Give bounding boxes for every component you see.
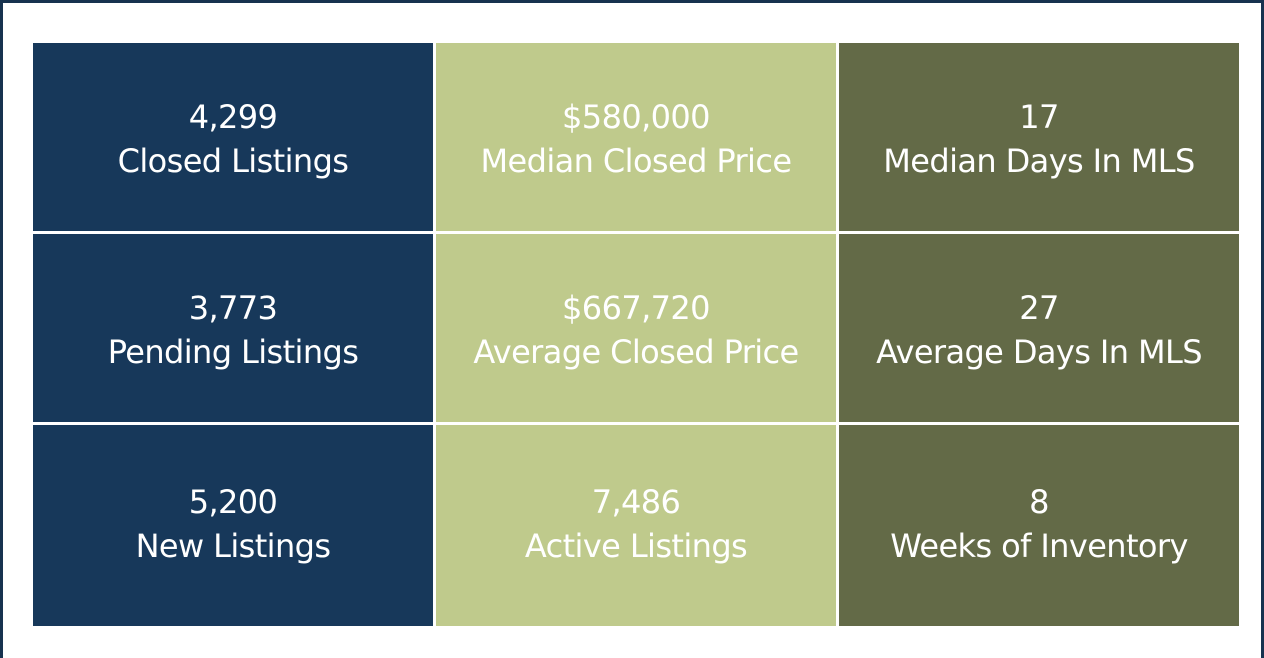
weeks-of-inventory-label: Weeks of Inventory bbox=[890, 527, 1188, 565]
average-closed-price-label: Average Closed Price bbox=[473, 333, 799, 371]
pending-listings-tile: 3,773 Pending Listings bbox=[33, 234, 433, 422]
median-closed-price-label: Median Closed Price bbox=[480, 142, 792, 180]
active-listings-tile: 7,486 Active Listings bbox=[436, 425, 836, 626]
stats-grid: 4,299 Closed Listings $580,000 Median Cl… bbox=[33, 43, 1239, 627]
median-closed-price-value: $580,000 bbox=[562, 98, 710, 136]
weeks-of-inventory-value: 8 bbox=[1029, 483, 1049, 521]
active-listings-value: 7,486 bbox=[591, 483, 681, 521]
median-closed-price-tile: $580,000 Median Closed Price bbox=[436, 43, 836, 231]
pending-listings-label: Pending Listings bbox=[107, 333, 359, 371]
average-days-in-mls-tile: 27 Average Days In MLS bbox=[839, 234, 1239, 422]
closed-listings-value: 4,299 bbox=[188, 98, 278, 136]
median-days-in-mls-label: Median Days In MLS bbox=[883, 142, 1195, 180]
new-listings-label: New Listings bbox=[135, 527, 331, 565]
new-listings-value: 5,200 bbox=[188, 483, 278, 521]
median-days-in-mls-value: 17 bbox=[1019, 98, 1059, 136]
median-days-in-mls-tile: 17 Median Days In MLS bbox=[839, 43, 1239, 231]
average-days-in-mls-value: 27 bbox=[1019, 289, 1059, 327]
active-listings-label: Active Listings bbox=[524, 527, 748, 565]
pending-listings-value: 3,773 bbox=[188, 289, 278, 327]
closed-listings-label: Closed Listings bbox=[117, 142, 349, 180]
average-closed-price-tile: $667,720 Average Closed Price bbox=[436, 234, 836, 422]
average-days-in-mls-label: Average Days In MLS bbox=[876, 333, 1202, 371]
weeks-of-inventory-tile: 8 Weeks of Inventory bbox=[839, 425, 1239, 626]
new-listings-tile: 5,200 New Listings bbox=[33, 425, 433, 626]
average-closed-price-value: $667,720 bbox=[562, 289, 710, 327]
closed-listings-tile: 4,299 Closed Listings bbox=[33, 43, 433, 231]
